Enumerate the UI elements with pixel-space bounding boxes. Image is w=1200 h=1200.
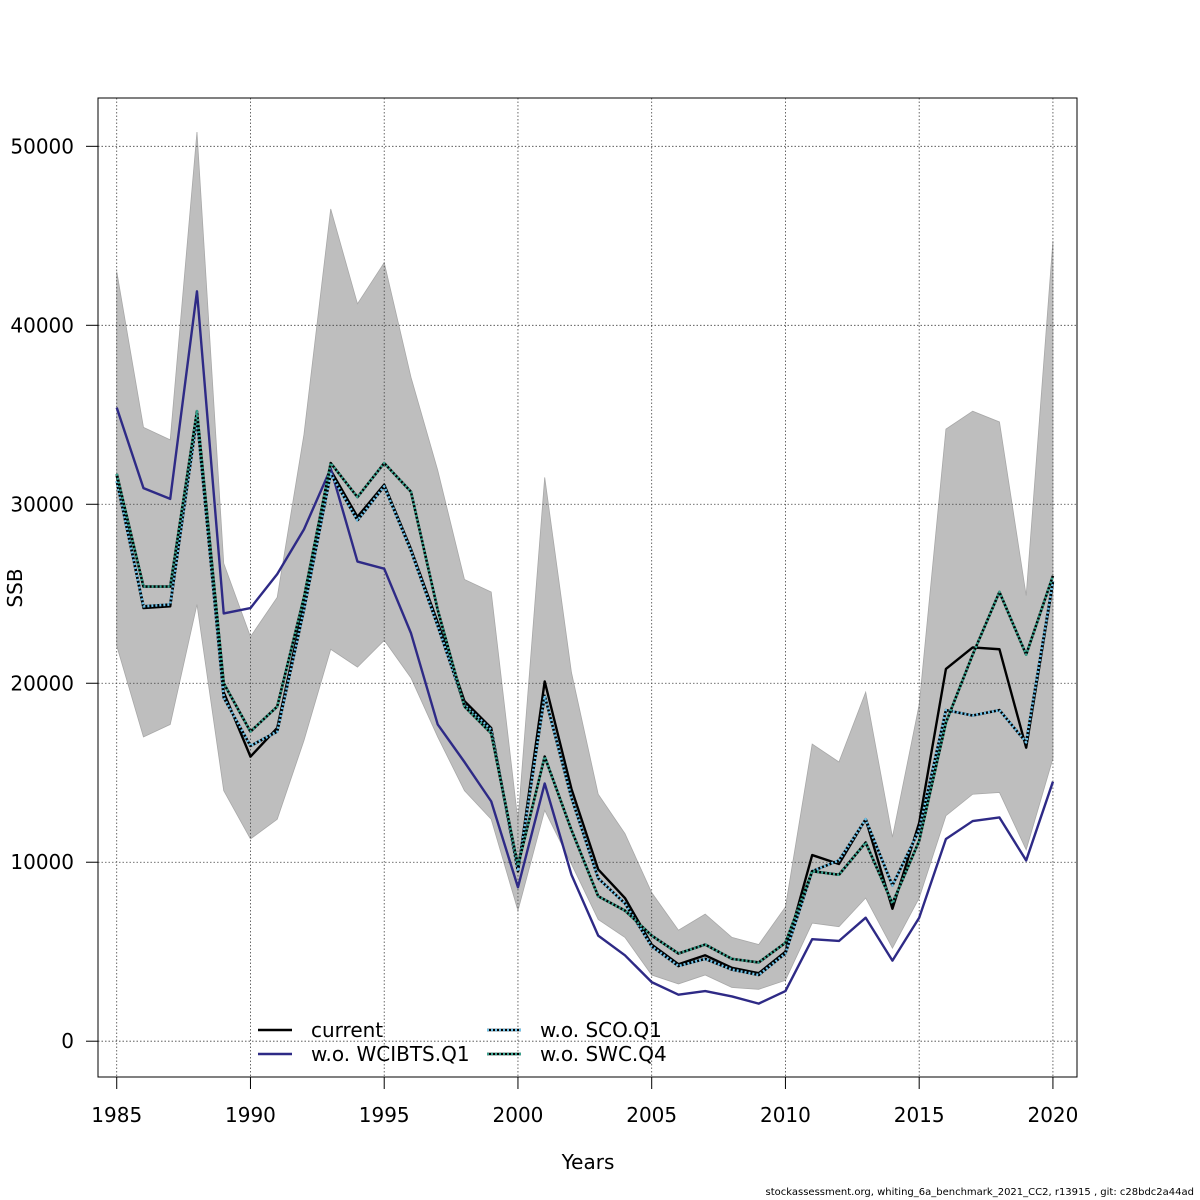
x-tick-label-1985: 1985 [91,1103,142,1127]
x-tick-label-2015: 2015 [894,1103,945,1127]
legend-label-w-o-sco-q1: w.o. SCO.Q1 [540,1018,662,1042]
series-line-w-o-swc-q4 [115,409,1055,964]
confidence-band-layer [116,131,1054,990]
series-line-shadow-w-o-sco-q1 [115,417,1055,977]
y-axis-title: SSB [3,568,27,607]
y-axis: 0 10000 20000 30000 40000 50000 [10,134,99,1053]
y-tick-label-0: 0 [61,1029,74,1053]
x-tick-label-2000: 2000 [493,1103,544,1127]
y-tick-label-10000: 10000 [10,850,74,874]
x-tick-label-2020: 2020 [1027,1103,1078,1127]
y-tick-label-40000: 40000 [10,313,74,337]
x-axis-title: Years [561,1150,615,1174]
x-tick-label-2005: 2005 [626,1103,677,1127]
y-tick-label-30000: 30000 [10,492,74,516]
y-tick-label-50000: 50000 [10,134,74,158]
x-tick-label-1995: 1995 [359,1103,410,1127]
legend-label-current: current [311,1018,383,1042]
x-tick-label-2010: 2010 [760,1103,811,1127]
confidence-band [116,131,1054,990]
x-axis: 1985 1990 1995 2000 2005 2010 2015 2020 [91,1076,1078,1127]
series-layer [115,290,1055,1005]
y-tick-label-20000: 20000 [10,671,74,695]
legend-label-w-o-swc-q4: w.o. SWC.Q4 [540,1042,667,1066]
series-line-w-o-wcibts-q1 [115,290,1055,1005]
footer-credit: stockassessment.org, whiting_6a_benchmar… [765,1187,1194,1198]
grid-layer [98,98,1077,1077]
x-tick-label-1990: 1990 [225,1103,276,1127]
legend-label-w-o-wcibts-q1: w.o. WCIBTS.Q1 [311,1042,470,1066]
